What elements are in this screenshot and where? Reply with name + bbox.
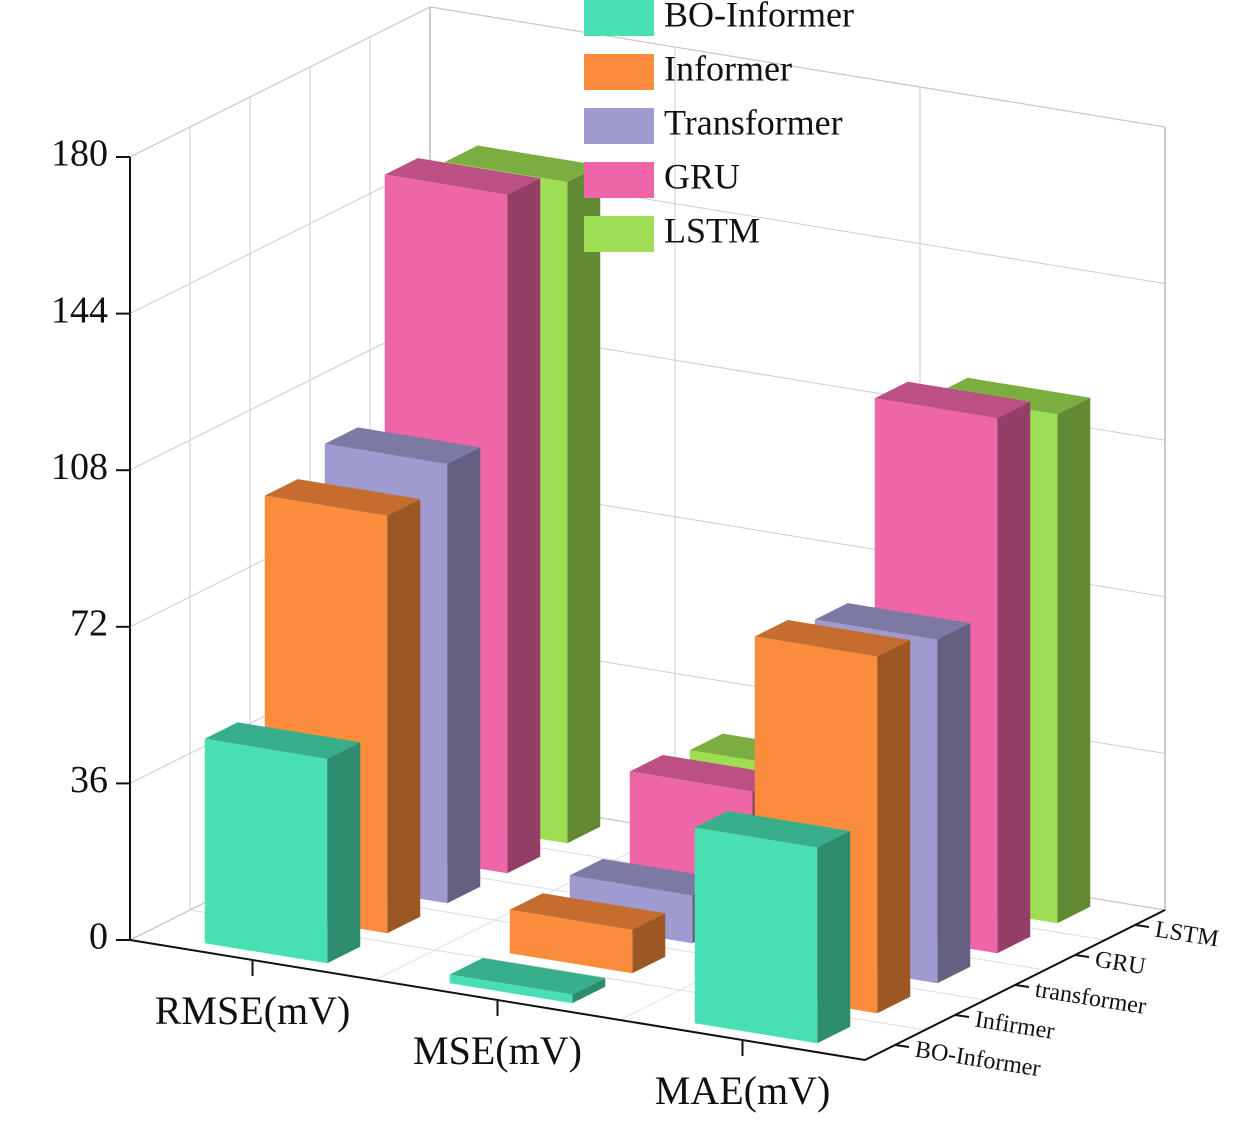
depth-tick-label: BO-Informer [913, 1037, 1042, 1083]
bar-side [877, 640, 911, 1014]
bar-side [447, 447, 481, 904]
depth-tick-label: Infirmer [973, 1007, 1056, 1045]
bar-top [754, 620, 911, 657]
bar-side [632, 913, 666, 974]
depth-tick-label: transformer [1033, 977, 1148, 1020]
bar-top [509, 893, 666, 930]
legend-swatch [584, 54, 654, 90]
bar-side [1057, 397, 1091, 924]
bar [694, 811, 851, 1044]
depth-tick [1134, 924, 1150, 928]
legend-label: LSTM [664, 210, 760, 250]
bar-side [997, 401, 1031, 954]
depth-tick [894, 1044, 910, 1048]
x-tick-label: MSE(mV) [413, 1028, 582, 1073]
y-tick-label: 144 [51, 289, 108, 331]
y-tick-label: 0 [89, 916, 108, 958]
bar-side [937, 623, 971, 984]
bar [449, 958, 606, 1004]
y-tick-label: 72 [70, 603, 108, 645]
bar-side [567, 165, 601, 844]
bar-front [204, 738, 328, 964]
legend-label: BO-Informer [664, 0, 854, 34]
depth-tick-label: LSTM [1153, 917, 1220, 953]
bar-top [264, 479, 421, 516]
bar-top [449, 958, 606, 995]
bar-top [934, 377, 1091, 415]
bar-top [324, 427, 481, 464]
bar-top [814, 603, 971, 640]
x-tick-label: RMSE(mV) [155, 988, 351, 1033]
depth-tick [1074, 954, 1090, 958]
bar [509, 893, 666, 974]
legend-label: Transformer [664, 102, 843, 142]
bar-front [449, 974, 573, 1004]
bar-top [629, 754, 786, 792]
bar-top [444, 145, 601, 183]
bar-top [384, 158, 541, 195]
bar-side [387, 499, 421, 934]
x-tick-label: MAE(mV) [655, 1068, 831, 1113]
y-tick-label: 180 [51, 133, 108, 175]
legend-label: Informer [664, 48, 792, 88]
bar-side [507, 178, 541, 874]
legend-swatch [584, 162, 654, 198]
y-tick-label: 108 [51, 446, 108, 488]
bar-top [694, 811, 851, 848]
grid-line [129, 6, 1166, 158]
bar-side [817, 831, 851, 1044]
y-tick-label: 36 [70, 759, 108, 801]
depth-tick-label: GRU [1093, 947, 1147, 981]
legend-label: GRU [664, 156, 740, 196]
legend-swatch [584, 0, 654, 36]
bar-side [327, 742, 361, 964]
bar [204, 722, 361, 964]
bar-top [874, 381, 1031, 419]
legend-swatch [584, 216, 654, 252]
bar-top [569, 858, 726, 896]
bar-front [694, 827, 818, 1044]
depth-tick [954, 1014, 970, 1018]
bar-side [572, 978, 606, 1004]
bar-top [204, 722, 361, 759]
bar-front [509, 909, 633, 974]
legend-swatch [584, 108, 654, 144]
depth-tick [1014, 984, 1030, 988]
